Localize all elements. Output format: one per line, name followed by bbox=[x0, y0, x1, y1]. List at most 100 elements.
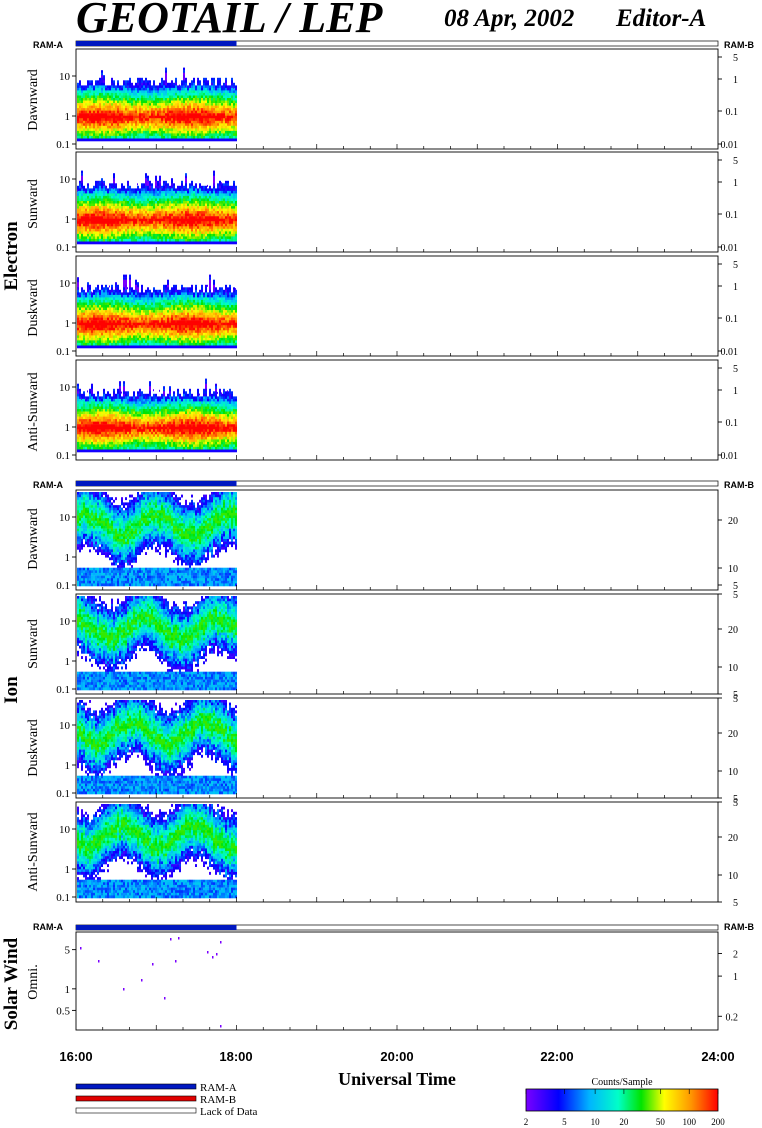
spectrogram-cell bbox=[185, 130, 187, 134]
spectrogram-cell bbox=[213, 226, 215, 230]
spectrogram-cell bbox=[123, 223, 125, 227]
spectrogram-cell bbox=[87, 82, 89, 86]
spectrogram-cell bbox=[153, 95, 155, 99]
spectrogram-cell bbox=[135, 113, 137, 116]
spectrogram-cell bbox=[115, 113, 117, 116]
spectrogram-cell bbox=[165, 218, 167, 222]
spectrogram-cell bbox=[161, 113, 163, 116]
spectrogram-cell bbox=[159, 123, 161, 127]
spectrogram-cell bbox=[145, 133, 147, 137]
spectrogram-cell bbox=[91, 241, 93, 245]
spectrogram-cell bbox=[155, 233, 157, 237]
spectrogram-cell bbox=[119, 340, 121, 344]
spectrogram-cell bbox=[169, 188, 171, 192]
spectrogram-cell bbox=[85, 125, 87, 129]
spectrogram-cell bbox=[111, 223, 113, 227]
spectrogram-cell bbox=[77, 201, 79, 204]
spectrogram-cell bbox=[123, 90, 125, 94]
spectrogram-cell bbox=[95, 327, 97, 331]
spectrogram-cell bbox=[191, 198, 193, 202]
spectrogram-cell bbox=[225, 206, 227, 209]
spectrogram-cell bbox=[113, 183, 115, 187]
spectrogram-cell bbox=[79, 185, 81, 189]
spectrogram-cell bbox=[97, 193, 99, 197]
spectrogram-cell bbox=[83, 130, 85, 134]
spectrogram-cell bbox=[157, 241, 159, 245]
spectrogram-cell bbox=[85, 320, 87, 323]
spectrogram-cell bbox=[131, 287, 133, 291]
spectrogram-cell bbox=[157, 98, 159, 101]
spectrogram-cell bbox=[161, 80, 163, 84]
spectrogram-cell bbox=[81, 297, 83, 301]
spectrogram-cell bbox=[159, 185, 161, 189]
spectrogram-cell bbox=[137, 120, 139, 124]
spectrogram-cell bbox=[119, 206, 121, 209]
spectrogram-cell bbox=[103, 92, 105, 96]
spectrogram-cell bbox=[113, 325, 115, 328]
spectrogram-cell bbox=[99, 80, 101, 84]
spectrogram-cell bbox=[93, 203, 95, 207]
chart-editor: Editor-A bbox=[615, 5, 706, 32]
spectrogram-cell bbox=[135, 282, 137, 285]
spectrogram-cell bbox=[105, 297, 107, 301]
spectrogram-cell bbox=[141, 115, 143, 119]
spectrogram-cell bbox=[183, 77, 185, 81]
spectrogram-cell bbox=[89, 201, 91, 204]
spectrogram-cell bbox=[153, 203, 155, 207]
spectrogram-cell bbox=[81, 302, 83, 306]
spectrogram-cell bbox=[93, 188, 95, 192]
spectrogram-cell bbox=[123, 125, 125, 129]
spectrogram-cell bbox=[103, 188, 105, 192]
spectrogram-cell bbox=[95, 294, 97, 298]
spectrogram-cell bbox=[203, 108, 205, 111]
spectrogram-cell bbox=[141, 231, 143, 235]
spectrogram-cell bbox=[201, 236, 203, 240]
spectrogram-cell bbox=[143, 221, 145, 224]
spectrogram-cell bbox=[115, 287, 117, 291]
spectrogram-cell bbox=[125, 87, 127, 91]
ram-bar bbox=[75, 924, 719, 931]
spectrogram-cell bbox=[155, 231, 157, 235]
spectrogram-cell bbox=[193, 138, 195, 142]
spectrogram-cell bbox=[169, 231, 171, 235]
spectrogram-cell bbox=[139, 315, 141, 318]
spectrogram-cell bbox=[171, 208, 173, 212]
spectrogram-cell bbox=[87, 213, 89, 217]
spectrogram-cell bbox=[171, 198, 173, 202]
spectrogram-cell bbox=[113, 305, 115, 308]
spectrogram-cell bbox=[91, 87, 93, 91]
spectrogram-cell bbox=[97, 100, 99, 104]
spectrogram-cell bbox=[101, 302, 103, 306]
spectrogram-cell bbox=[115, 305, 117, 308]
spectrogram-cell bbox=[217, 90, 219, 94]
spectrogram-cell bbox=[159, 337, 161, 341]
spectrogram-cell bbox=[153, 289, 155, 293]
spectrogram-cell bbox=[97, 216, 99, 219]
spectrogram-cell bbox=[145, 85, 147, 89]
spectrogram-cell bbox=[93, 340, 95, 344]
spectrogram-cell bbox=[119, 208, 121, 212]
spectrogram-cell bbox=[205, 98, 207, 101]
spectrogram-cell bbox=[189, 100, 191, 104]
spectrogram-cell bbox=[165, 120, 167, 124]
spectrogram-cell bbox=[141, 332, 143, 336]
spectrogram-cell bbox=[221, 188, 223, 192]
spectrogram-cell bbox=[221, 231, 223, 235]
spectrogram-cell bbox=[143, 332, 145, 336]
spectrogram-cell bbox=[165, 100, 167, 104]
spectrogram-cell bbox=[207, 110, 209, 114]
spectrogram-cell bbox=[185, 190, 187, 194]
spectrogram-cell bbox=[135, 325, 137, 328]
spectrogram-cell bbox=[169, 216, 171, 219]
spectrogram-cell bbox=[223, 231, 225, 235]
spectrogram-cell bbox=[203, 218, 205, 222]
spectrogram-cell bbox=[101, 317, 103, 321]
spectrogram-cell bbox=[191, 128, 193, 132]
spectrogram-cell bbox=[159, 103, 161, 106]
spectrogram-cell bbox=[227, 85, 229, 89]
spectrogram-cell bbox=[163, 198, 165, 202]
spectrogram-cell bbox=[85, 193, 87, 197]
spectrogram-cell bbox=[109, 138, 111, 142]
spectrogram-cell bbox=[91, 327, 93, 331]
spectrogram-cell bbox=[125, 105, 127, 109]
